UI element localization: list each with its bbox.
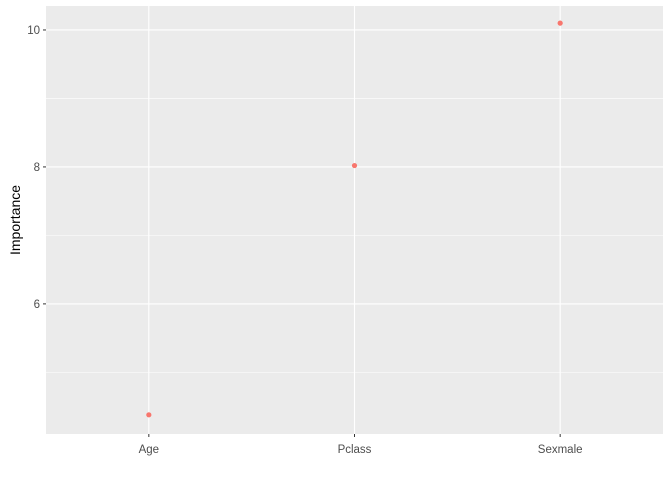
- data-point-pclass: [351, 162, 358, 169]
- x-axis: Age Pclass Sexmale: [139, 434, 583, 456]
- x-tick-label: Age: [139, 444, 159, 456]
- x-tick-label: Sexmale: [538, 444, 583, 456]
- y-axis: 6 8 10: [27, 25, 46, 311]
- data-points: [146, 20, 563, 418]
- x-tick-label: Pclass: [338, 444, 372, 456]
- y-tick-label: 8: [34, 162, 40, 174]
- data-point-age: [146, 412, 152, 418]
- y-tick-label: 6: [34, 299, 40, 311]
- major-gridlines-x: [148, 6, 561, 434]
- data-point-sexmale: [557, 20, 563, 26]
- y-axis-title: Importance: [7, 185, 23, 255]
- y-tick-label: 10: [27, 25, 40, 37]
